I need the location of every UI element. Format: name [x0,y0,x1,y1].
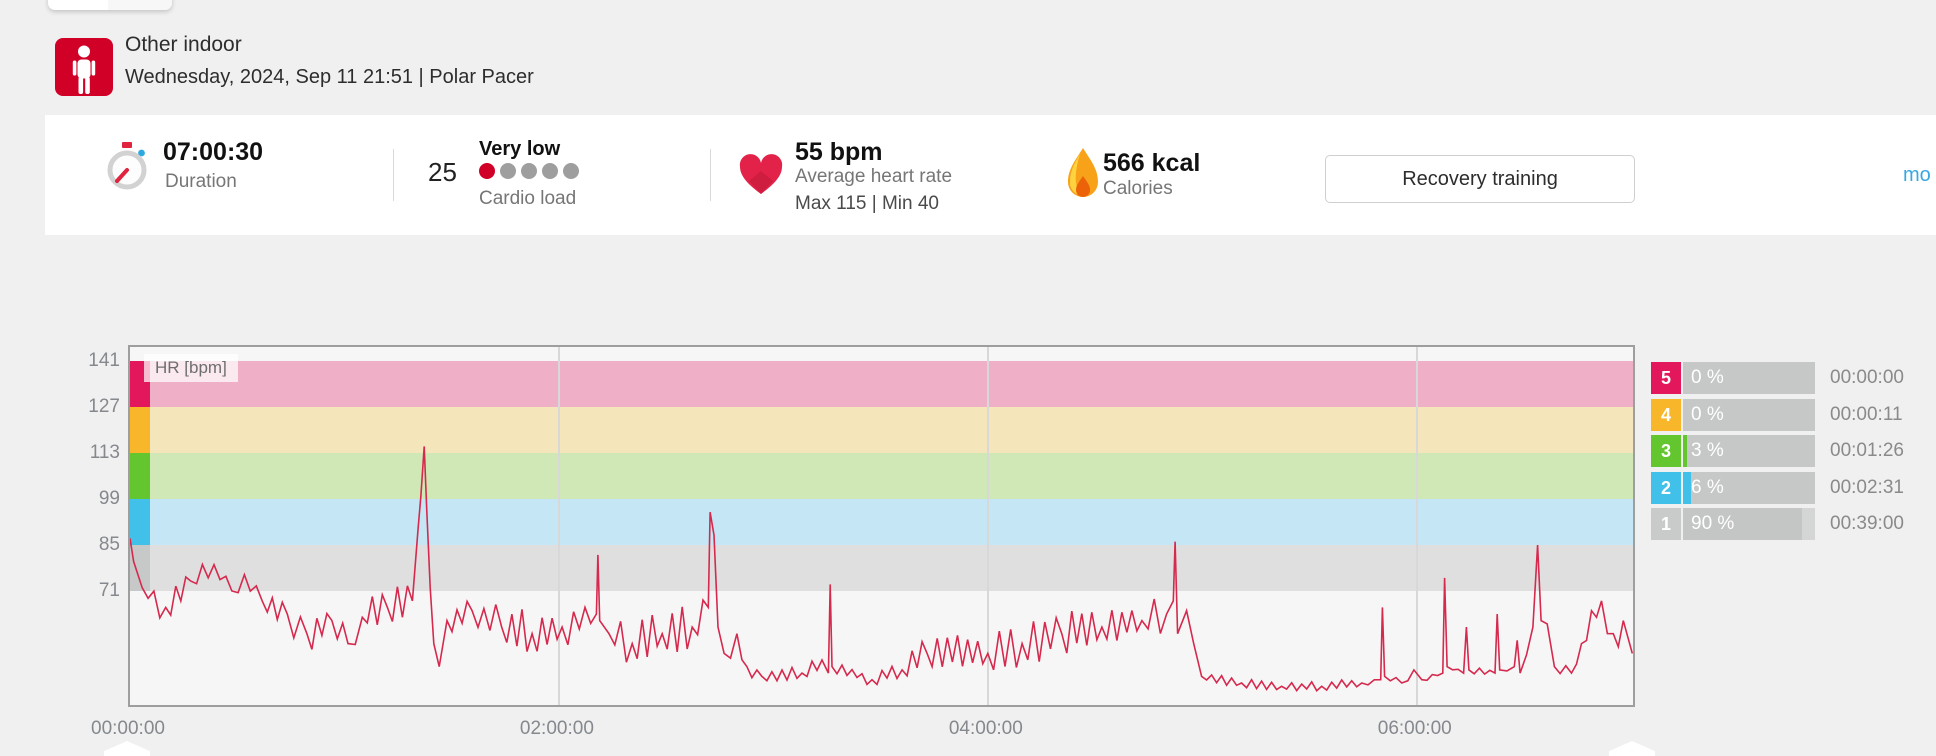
hr-line-series [130,446,1633,692]
hr-zone-axis-bar-2 [130,499,150,545]
y-tick-label: 99 [98,488,120,509]
zone-percent-bar: 3 % [1683,435,1815,468]
time-gridline [986,347,989,705]
activity-type-icon [55,38,113,96]
x-tick-label: 04:00:00 [948,718,1023,739]
activity-date-device: Wednesday, 2024, Sep 11 21:51 | Polar Pa… [125,66,534,88]
zone-percent-label: 3 % [1691,440,1724,462]
cardio-load-dot [500,163,516,179]
cardio-load-dots [479,163,584,184]
hr-zone-band-3 [130,453,1633,499]
duration-label: Duration [165,171,237,192]
zone-percent-fill [1683,471,1691,504]
zone-time-label: 00:00:00 [1830,367,1904,388]
zone-percent-label: 0 % [1691,367,1724,388]
zone-percent-bar: 90 % [1683,508,1815,541]
zone-badge: 2 [1651,471,1681,504]
hr-zone-axis-bar-3 [130,453,150,499]
x-tick-label: 00:00:00 [91,718,165,739]
range-slider-right-handle[interactable] [1609,741,1655,756]
range-slider-left-handle[interactable] [104,741,150,756]
zone-percent-fill [1683,508,1802,541]
avg-hr-label: Average heart rate [795,166,953,187]
zone-badge: 4 [1651,398,1681,431]
y-tick-label: 127 [88,396,120,417]
hr-zone-axis-bar-1 [130,545,150,591]
x-tick-label: 02:00:00 [519,718,594,739]
cardio-load-level: Very low [479,138,561,160]
hr-axis-unit-label: HR [bpm] [144,354,238,382]
summary-stats-bar [45,115,1936,235]
cardio-load-label: Cardio load [479,188,577,209]
hr-chart-plot[interactable]: HR [bpm] [128,345,1635,707]
cardio-load-dot [563,163,579,179]
zone-percent-label: 0 % [1691,403,1724,425]
x-tick-label: 06:00:00 [1377,718,1452,739]
hr-zone-band-5 [130,361,1633,407]
zone-percent-bar: 0 % [1683,362,1815,394]
recovery-training-button[interactable]: Recovery training [1325,155,1635,203]
cardio-load-value: 25 [428,157,457,187]
heart-icon [739,154,783,194]
divider [710,149,711,201]
zone-badge: 3 [1651,435,1681,468]
zone-time-label: 00:39:00 [1830,513,1904,535]
zone-percent-label: 90 % [1691,513,1735,535]
duration-value: 07:00:30 [163,138,264,166]
person-icon [72,45,96,94]
stopwatch-icon [107,142,147,190]
zone-time-label: 00:00:11 [1830,403,1903,425]
y-tick-label: 71 [98,580,120,601]
hr-zone-band-2 [130,499,1633,545]
avg-hr-value: 55 bpm [795,138,883,166]
zone-percent-bar: 0 % [1683,398,1815,431]
zone-percent-bar: 6 % [1683,471,1815,504]
zone-percent-fill [1683,435,1687,468]
calories-label: Calories [1103,178,1173,199]
divider [393,149,394,201]
time-gridline [1415,347,1418,705]
zone-time-label: 00:02:31 [1830,476,1904,498]
zone-badge: 5 [1651,362,1681,394]
hr-zone-band-4 [130,407,1633,453]
zone-percent-label: 6 % [1691,476,1724,498]
flame-icon [1068,148,1098,197]
y-tick-label: 85 [98,534,120,555]
y-tick-label: 141 [88,350,120,371]
calories-value: 566 kcal [1103,149,1201,177]
zone-badge: 1 [1651,508,1681,541]
zone-time-label: 00:01:26 [1830,440,1904,462]
activity-title: Other indoor [125,33,242,56]
hr-zone-axis-bar-4 [130,407,150,453]
time-gridline [557,347,560,705]
cardio-load-dot [479,163,495,179]
cardio-load-dot [521,163,537,179]
top-partial-tab-shade [108,0,172,10]
y-tick-label: 113 [89,442,120,463]
hr-zone-band-1 [130,545,1633,591]
hr-max-min: Max 115 | Min 40 [795,193,939,214]
cardio-load-dot [542,163,558,179]
more-link[interactable]: mo [1903,164,1931,186]
